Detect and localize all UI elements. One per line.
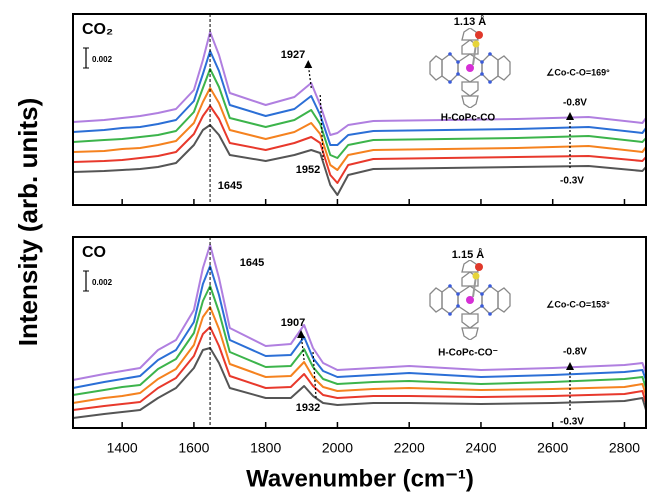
spectrum-line [73,51,646,145]
arrow-head [304,60,312,68]
x-tick-label: 2000 [322,440,353,456]
molecule-name: H-CoPc-CO⁻ [438,348,498,359]
scale-bar-label: 0.002 [92,55,113,64]
potential-low: -0.3V [560,176,584,187]
carbon-atom [473,273,480,280]
bond-length: 1.13 Å [454,15,486,28]
molecule-name: H-CoPc-CO [441,113,496,124]
carbon-atom [473,41,480,48]
oxygen-atom [475,263,483,271]
bond-angle: ∠Co-C-O=169° [546,67,610,77]
arrow-head [566,112,574,120]
peak-label: 1952 [296,164,320,176]
potential-low: -0.3V [560,417,584,428]
peak-label: 1932 [296,402,320,414]
x-tick-label: 2800 [609,440,640,456]
bond-angle: ∠Co-C-O=153° [546,299,610,309]
peak-label: 1645 [240,257,264,269]
potential-high: -0.8V [563,98,587,109]
x-tick-label: 2400 [465,440,496,456]
x-tick-label: 2200 [394,440,425,456]
potential-high: -0.8V [563,347,587,358]
x-axis-label: Wavenumber (cm⁻¹) [246,465,474,492]
panel-label: CO₂ [82,21,113,38]
panel-label: CO [82,244,106,261]
chart: Intensity (arb. units) Wavenumber (cm⁻¹)… [0,0,648,495]
x-tick-label: 1600 [178,440,209,456]
x-tick-label: 2600 [537,440,568,456]
scale-bar-label: 0.002 [92,278,113,287]
x-tick-label: 1800 [250,440,281,456]
spectrum-line [73,32,646,135]
peak-label: 1907 [281,317,305,329]
plot-frame [73,237,646,428]
peak-label: 1645 [218,180,242,192]
arrow-head [566,362,574,370]
spectrum-line [73,88,646,170]
molecule-structure [430,260,510,340]
bond-length: 1.15 Å [452,248,484,261]
molecule-structure [430,28,510,108]
x-tick-label: 1400 [107,440,138,456]
y-axis-label: Intensity (arb. units) [13,98,43,346]
oxygen-atom [475,31,483,39]
peak-label: 1927 [281,49,305,61]
